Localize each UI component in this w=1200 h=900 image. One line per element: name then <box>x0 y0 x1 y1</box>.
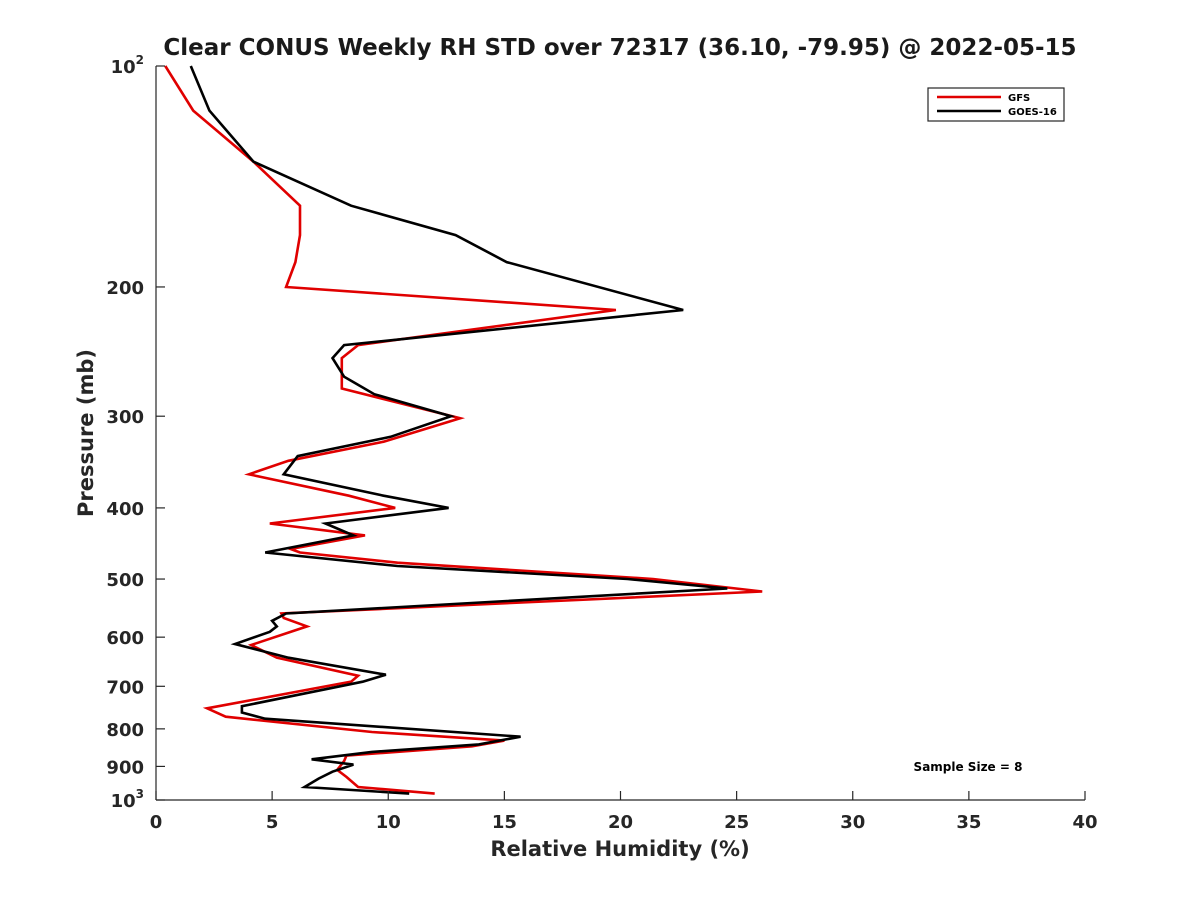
y-tick-label: 800 <box>106 720 144 741</box>
x-tick-label: 25 <box>724 812 749 833</box>
x-tick-label: 0 <box>150 812 163 833</box>
x-tick-label: 20 <box>608 812 633 833</box>
y-tick-label: 103 <box>111 787 144 812</box>
chart-title: Clear CONUS Weekly RH STD over 72317 (36… <box>163 35 1076 61</box>
legend: GFS GOES-16 <box>927 87 1065 122</box>
y-tick-label: 700 <box>106 677 144 698</box>
sample-size-annotation: Sample Size = 8 <box>914 760 1023 774</box>
x-tick-label: 10 <box>376 812 401 833</box>
y-tick-label: 600 <box>106 628 144 649</box>
y-tick-label: 500 <box>106 570 144 591</box>
x-tick-label: 30 <box>840 812 865 833</box>
x-tick-label: 40 <box>1072 812 1097 833</box>
plot-area <box>156 66 1085 800</box>
y-tick-label: 102 <box>111 53 144 78</box>
y-tick-label: 400 <box>106 499 144 520</box>
x-tick-label: 15 <box>492 812 517 833</box>
y-axis-label: Pressure (mb) <box>74 349 98 517</box>
y-tick-label: 200 <box>106 278 144 299</box>
y-tick-label: 900 <box>106 757 144 778</box>
series-line-goes-16 <box>189 65 728 795</box>
x-tick-label: 5 <box>266 812 279 833</box>
x-tick-label: 35 <box>956 812 981 833</box>
y-tick-label: 300 <box>106 407 144 428</box>
legend-entry: GOES-16 <box>1008 107 1057 118</box>
legend-entry: GFS <box>1008 93 1030 104</box>
x-axis-label: Relative Humidity (%) <box>490 837 749 861</box>
legend-box <box>927 87 1065 122</box>
